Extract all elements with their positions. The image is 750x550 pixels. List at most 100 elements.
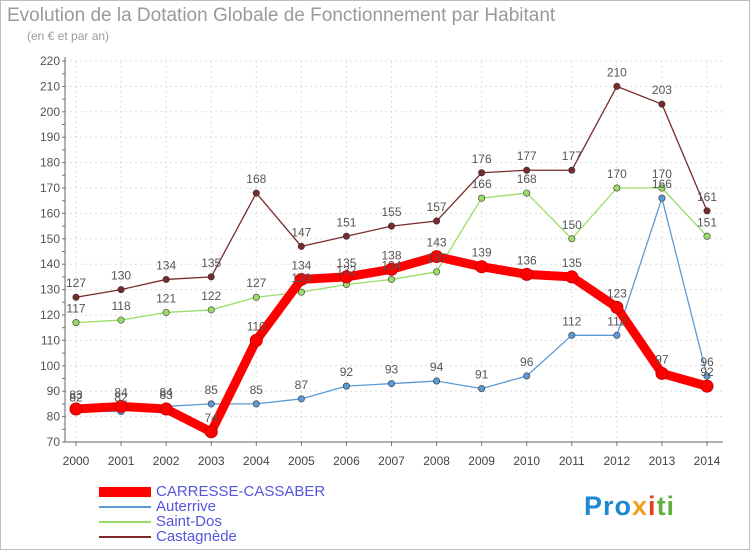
data-label: 138 <box>381 248 401 262</box>
data-label: 135 <box>562 256 582 270</box>
data-label: 74 <box>205 411 219 425</box>
x-tick-label: 2008 <box>423 454 450 468</box>
data-label: 127 <box>66 276 86 290</box>
x-tick-label: 2000 <box>63 454 90 468</box>
data-point <box>565 270 579 284</box>
data-label: 177 <box>517 149 537 163</box>
data-point <box>252 189 260 197</box>
x-tick-label: 2006 <box>333 454 360 468</box>
legend-swatch <box>99 506 151 508</box>
data-label: 130 <box>111 269 131 283</box>
data-point <box>703 372 711 380</box>
data-point <box>252 400 260 408</box>
data-label: 85 <box>250 383 264 397</box>
data-label: 82 <box>114 391 128 405</box>
data-point <box>613 82 621 90</box>
data-label: 203 <box>652 83 672 97</box>
data-point <box>568 331 576 339</box>
data-point <box>475 260 489 274</box>
data-label: 129 <box>291 271 311 285</box>
data-label: 110 <box>247 319 266 333</box>
y-tick-label: 210 <box>40 79 60 93</box>
legend-swatch <box>99 536 151 538</box>
y-tick-label: 70 <box>47 435 61 449</box>
data-point <box>478 385 486 393</box>
data-label: 127 <box>246 276 266 290</box>
data-label: 168 <box>246 172 266 186</box>
data-label: 166 <box>472 177 492 191</box>
data-point <box>207 273 215 281</box>
data-label: 147 <box>291 225 311 239</box>
data-label: 135 <box>336 256 356 270</box>
y-tick-label: 110 <box>41 333 60 347</box>
x-tick-label: 2010 <box>513 454 540 468</box>
data-label: 92 <box>700 365 714 379</box>
data-point <box>297 395 305 403</box>
data-label: 157 <box>427 200 447 214</box>
y-tick-label: 170 <box>40 181 60 195</box>
data-point <box>523 372 531 380</box>
data-point <box>297 288 305 296</box>
data-point <box>294 272 308 286</box>
data-point <box>658 194 666 202</box>
data-point <box>339 270 353 284</box>
data-label: 170 <box>652 167 672 181</box>
data-label: 121 <box>156 291 176 305</box>
data-point <box>478 194 486 202</box>
proxiti-logo: Proxiti <box>584 491 676 521</box>
legend-swatch <box>99 521 151 523</box>
data-point <box>478 169 486 177</box>
data-label: 134 <box>291 258 311 272</box>
x-tick-label: 2001 <box>108 454 135 468</box>
data-point <box>162 308 170 316</box>
data-point <box>204 425 218 439</box>
data-label: 117 <box>66 302 85 316</box>
data-label: 139 <box>472 246 492 260</box>
y-tick-label: 190 <box>40 130 60 144</box>
data-point <box>342 382 350 390</box>
data-label: 96 <box>700 355 714 369</box>
y-tick-label: 160 <box>40 206 60 220</box>
data-point <box>700 379 714 393</box>
y-tick-label: 200 <box>40 105 60 119</box>
data-label: 118 <box>112 299 131 313</box>
legend-label: Castagnède <box>156 528 237 545</box>
y-tick-label: 100 <box>40 359 60 373</box>
data-point <box>610 300 624 314</box>
data-point <box>114 399 128 413</box>
data-label: 151 <box>336 215 356 229</box>
data-point <box>387 222 395 230</box>
data-point <box>117 286 125 294</box>
data-point <box>658 100 666 108</box>
data-point <box>568 235 576 243</box>
y-tick-label: 140 <box>40 257 60 271</box>
x-tick-label: 2012 <box>604 454 631 468</box>
y-tick-label: 220 <box>40 54 60 68</box>
data-point <box>387 275 395 283</box>
data-label: 123 <box>607 286 627 300</box>
data-point <box>252 293 260 301</box>
data-label: 143 <box>427 236 447 250</box>
data-point <box>613 184 621 192</box>
data-point <box>523 166 531 174</box>
y-tick-label: 130 <box>40 283 60 297</box>
data-label: 112 <box>562 314 581 328</box>
data-label: 176 <box>472 152 492 166</box>
data-point <box>703 232 711 240</box>
x-tick-label: 2003 <box>198 454 225 468</box>
data-label: 132 <box>336 264 356 278</box>
data-label: 151 <box>697 215 717 229</box>
data-point <box>72 319 80 327</box>
data-label: 82 <box>69 391 83 405</box>
data-point <box>207 400 215 408</box>
data-point <box>433 268 441 276</box>
data-point <box>249 333 263 347</box>
legend-label: CARRESSE-CASSABER <box>156 483 326 500</box>
x-tick-label: 2002 <box>153 454 180 468</box>
x-tick-label: 2013 <box>649 454 676 468</box>
x-tick-label: 2005 <box>288 454 315 468</box>
data-point <box>433 377 441 385</box>
data-label: 210 <box>607 65 627 79</box>
